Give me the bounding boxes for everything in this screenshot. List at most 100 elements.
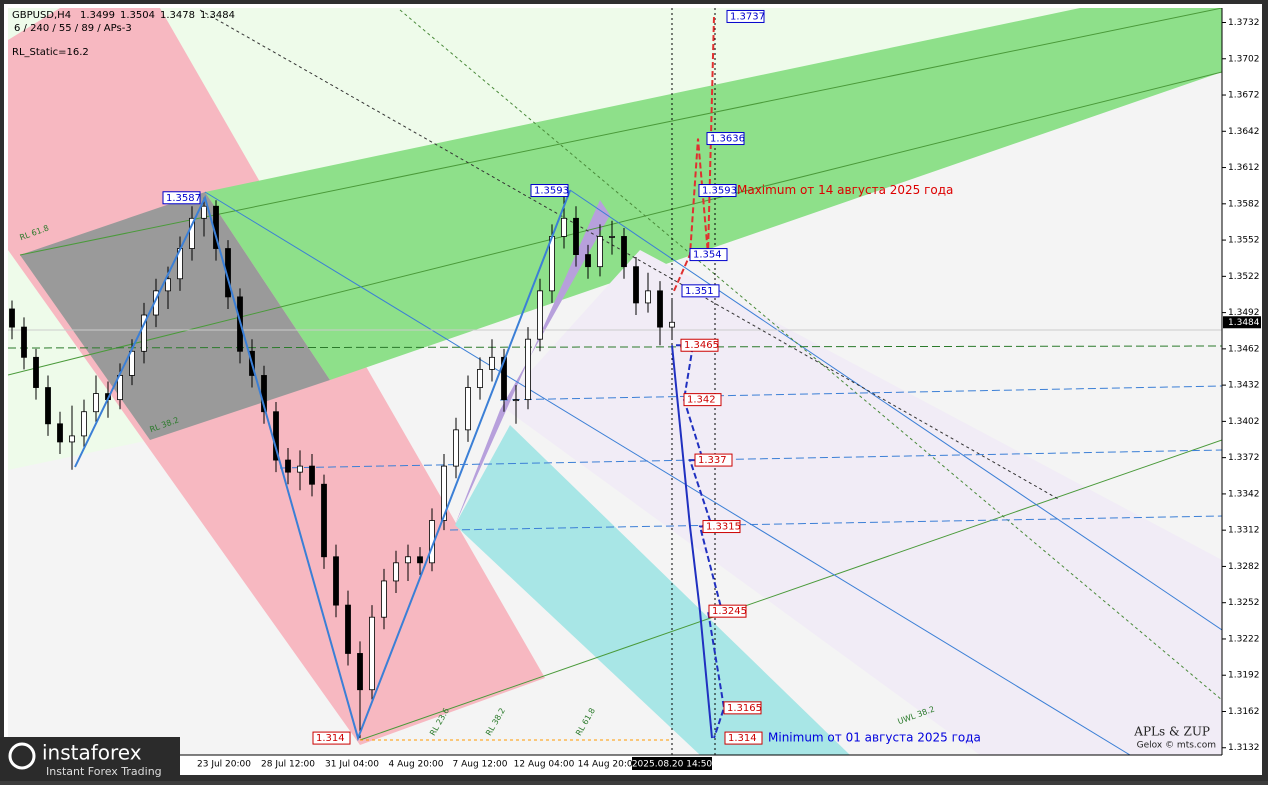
price-tag: 1.3587: [166, 193, 201, 204]
purple-band: [455, 200, 610, 525]
candle-body: [129, 350, 135, 376]
candle-body: [369, 616, 375, 691]
channel-line: [359, 439, 1222, 741]
y-tick-label: 1.3732: [1228, 18, 1260, 28]
zigzag: [74, 190, 571, 742]
candle-body: [597, 236, 603, 268]
drawings: [8, 8, 1222, 755]
y-tick-label: 1.3162: [1228, 707, 1260, 717]
candle-body: [309, 465, 315, 485]
price-tag: 1.342: [687, 395, 716, 406]
price-tag-box: [162, 191, 201, 205]
candle-body: [573, 217, 579, 255]
cursor-time: 2025.08.20 14:50: [632, 760, 713, 770]
y-tick-label: 1.3702: [1228, 54, 1260, 64]
forecast-up: [673, 16, 715, 292]
ohlc-value: 1.3504: [120, 10, 155, 21]
x-tick-label: 31 Jul 04:00: [325, 760, 379, 770]
candle-body: [501, 356, 507, 401]
candle-body: [513, 399, 519, 402]
y-tick-label: 1.3222: [1228, 634, 1260, 644]
ohlc-value: 1.3484: [200, 10, 235, 21]
site: Gelox © mts.com: [1137, 741, 1216, 751]
candle-body: [657, 290, 663, 328]
y-tick-label: 1.3192: [1228, 671, 1260, 681]
level-line: [279, 449, 1222, 469]
logo: instaforex: [42, 741, 142, 765]
candle-body: [525, 338, 531, 401]
candle-body: [489, 356, 495, 370]
y-tick-label: 1.3312: [1228, 526, 1260, 536]
y-tick-label: 1.3672: [1228, 91, 1260, 101]
y-tick-label: 1.3282: [1228, 562, 1260, 572]
candle-body: [165, 278, 171, 292]
candle-body: [645, 290, 651, 304]
y-tick-label: 1.3462: [1228, 344, 1260, 354]
price-tag-box: [706, 132, 745, 146]
rl-static: RL_Static=16.2: [12, 47, 89, 58]
candle-body: [537, 290, 543, 340]
y-tick-label: 1.3372: [1228, 453, 1260, 463]
candle-body: [69, 435, 75, 443]
current-price-box: [1223, 316, 1261, 329]
candle-body: [381, 580, 387, 618]
y-tick-label: 1.3612: [1228, 163, 1260, 173]
credit: APLs & ZUP: [1133, 725, 1210, 739]
candle-body: [477, 369, 483, 388]
y-tick-label: 1.3582: [1228, 199, 1260, 209]
y-tick-label: 1.3492: [1228, 308, 1260, 318]
candle-body: [405, 556, 411, 564]
price-tag: 1.3593: [534, 186, 569, 197]
level-line: [499, 385, 1222, 401]
candle-body: [345, 604, 351, 654]
candle-body: [465, 387, 471, 431]
x-tick-label: 14 Aug 20:00: [578, 760, 639, 770]
price-tag-box: [680, 338, 719, 352]
price-tag-box: [708, 604, 747, 618]
price-tag-box: [681, 284, 720, 298]
candle-body: [273, 411, 279, 461]
candle-body: [57, 423, 63, 443]
logo-icon: [8, 742, 36, 770]
y-tick-label: 1.3432: [1228, 381, 1260, 391]
ohlc-value: 1.3499: [80, 10, 115, 21]
candle-body: [297, 465, 303, 473]
current-price: 1.3484: [1228, 318, 1260, 328]
candle-body: [585, 254, 591, 268]
candle-body: [261, 375, 267, 413]
note: Minimum от 01 августа 2025 года: [768, 731, 981, 745]
price-tag: 1.3245: [712, 606, 747, 617]
channel-line: [204, 191, 1131, 755]
cursor-time-box: [632, 757, 712, 770]
candle-body: [357, 653, 363, 691]
price-tag: 1.354: [693, 250, 722, 261]
channel-line: [8, 71, 1222, 376]
price-tag-box: [683, 393, 722, 407]
price-axis: [1222, 8, 1262, 755]
x-tick-label: 12 Aug 04:00: [514, 760, 575, 770]
candle-body: [33, 356, 39, 388]
y-tick-label: 1.3522: [1228, 272, 1260, 282]
price-tag-box: [689, 248, 728, 262]
x-tick-label: 28 Jul 12:00: [261, 760, 315, 770]
price-tag: 1.337: [698, 455, 727, 466]
candle-body: [633, 266, 639, 304]
candle-body: [669, 321, 675, 328]
price-tag: 1.3636: [710, 134, 745, 145]
candle-body: [21, 326, 27, 358]
candle-body: [189, 217, 195, 249]
price-tag: 1.3465: [684, 340, 719, 351]
level-line: [8, 345, 1222, 349]
candle-body: [621, 236, 627, 268]
fib-line: [399, 9, 1222, 701]
y-tick-label: 1.3342: [1228, 489, 1260, 499]
price-tag-box: [530, 184, 569, 198]
level-line: [449, 515, 1222, 531]
candle-body: [201, 205, 207, 219]
forecast-down: [671, 345, 713, 739]
price-tag: 1.351: [685, 286, 714, 297]
price-tag: 1.3593: [702, 186, 737, 197]
price-tag-box: [702, 520, 741, 534]
y-tick-label: 1.3402: [1228, 417, 1260, 427]
